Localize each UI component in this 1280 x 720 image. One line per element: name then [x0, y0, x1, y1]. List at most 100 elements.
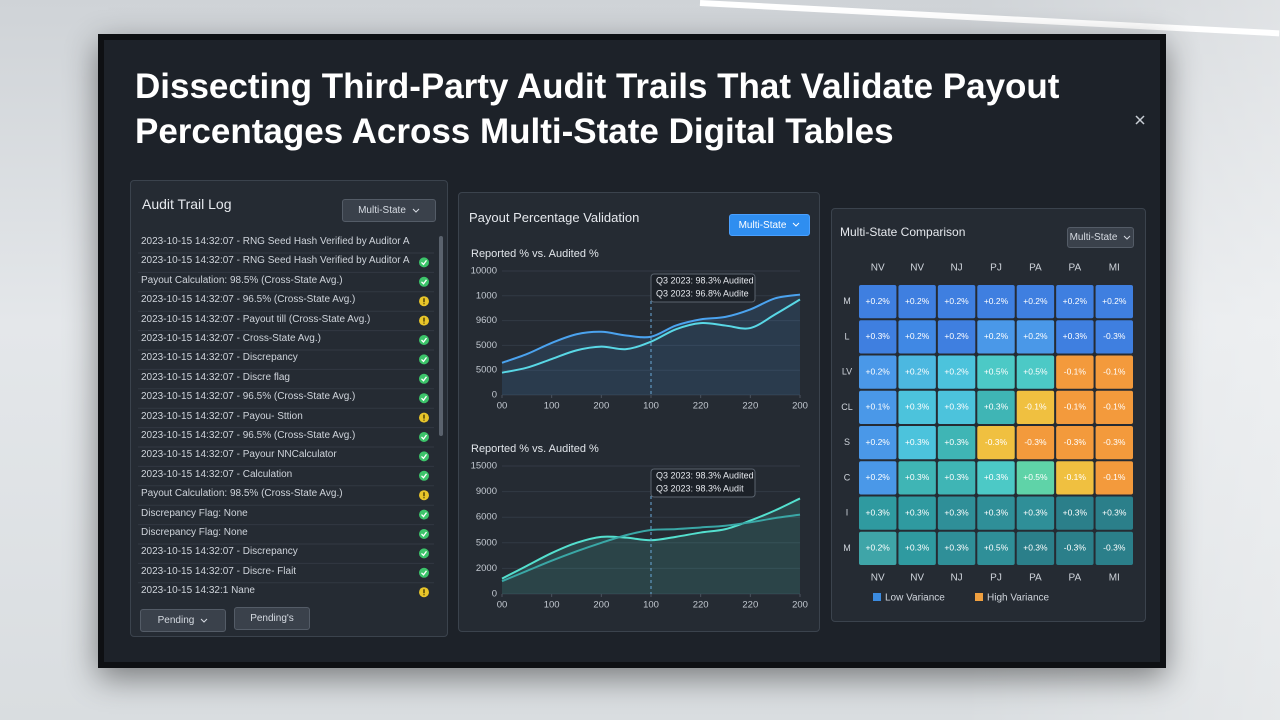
pending-button[interactable]: Pending: [140, 609, 226, 632]
heatmap-cell: [898, 390, 936, 424]
cell-label: +0.2%: [1063, 296, 1088, 306]
cell-label: +0.5%: [984, 366, 1009, 376]
heatmap-cell: [1095, 355, 1133, 389]
heatmap-cell: [1095, 285, 1133, 319]
x-tick-label: 200: [593, 600, 609, 611]
status-icon: [419, 470, 429, 481]
status-icon: [419, 373, 429, 384]
filter-button[interactable]: Multi-State: [1067, 227, 1134, 248]
log-entry: 2023-10-15 14:32:07 - Cross-State Avg.): [141, 333, 321, 344]
x-tick-label: 200: [593, 401, 609, 412]
heatmap-cell: [859, 426, 897, 460]
row-label: I: [846, 508, 849, 518]
log-entry: Discrepancy Flag: None: [141, 507, 248, 519]
y-tick-label: 10000: [471, 266, 497, 277]
cell-label: +0.3%: [866, 507, 891, 517]
log-entry: 2023-10-15 14:32:07 - Payout till (Cross…: [141, 313, 371, 325]
status-icon: [419, 276, 429, 287]
log-entry: Payout Calculation: 98.5% (Cross-State A…: [141, 488, 343, 500]
heatmap-cell: [898, 355, 936, 389]
status-icon: [419, 335, 429, 345]
x-tick-label: 200: [792, 401, 808, 412]
pending-button[interactable]: Pending's: [234, 607, 310, 630]
log-entry: 2023-10-15 14:32:07 - RNG Seed Hash Veri…: [141, 236, 410, 247]
heatmap-cell: [937, 355, 976, 389]
cell-label: +0.2%: [944, 296, 969, 306]
heatmap-cell: [1016, 390, 1055, 424]
tooltip-text: Q3 2023: 98.3% Audit: [656, 483, 744, 493]
column-label: PA: [1069, 263, 1082, 274]
status-glyph: [421, 551, 428, 557]
heatmap-cell: [1095, 461, 1133, 495]
row-label: CL: [841, 402, 853, 412]
heatmap-cell: [859, 531, 897, 565]
log-entry: 2023-10-15 14:32:07 - RNG Seed Hash Veri…: [141, 255, 410, 267]
payout-panel: [458, 192, 820, 632]
cell-label: -0.1%: [1103, 366, 1126, 376]
status-icon: [419, 393, 429, 404]
cell-label: +0.3%: [944, 507, 969, 517]
log-entry: 2023-10-15 14:32:07 - Discrepancy: [141, 352, 298, 364]
cell-label: +0.2%: [944, 366, 969, 376]
heatmap-cell: [937, 461, 976, 495]
cell-label: +0.3%: [1102, 507, 1127, 517]
cell-label: +0.2%: [866, 543, 891, 553]
heatmap-cell: [859, 496, 897, 530]
cell-label: +0.3%: [944, 402, 969, 412]
heatmap-cell: [898, 320, 936, 354]
filter-button[interactable]: Multi-State: [342, 199, 436, 222]
button-label: Multi-State: [738, 219, 787, 231]
row-label: L: [844, 331, 849, 341]
x-tick-label: 220: [742, 401, 758, 412]
x-tick-label: 100: [643, 600, 659, 611]
tooltip: [650, 468, 756, 498]
x-tick-label: 00: [497, 600, 508, 611]
x-tick-label: 00: [497, 401, 508, 412]
cell-label: -0.1%: [1064, 402, 1087, 412]
y-tick-label: 15000: [471, 461, 497, 472]
cell-label: +0.3%: [866, 331, 891, 341]
row-label: LV: [842, 367, 852, 377]
log-entry: 2023-10-15 14:32:07 - Discre- Flait: [141, 565, 297, 577]
button-label: Multi-State: [358, 205, 406, 216]
cell-label: +0.3%: [905, 543, 930, 553]
filter-button[interactable]: Multi-State: [729, 214, 810, 236]
cell-label: +0.3%: [944, 437, 969, 447]
heatmap-cell: [859, 320, 897, 354]
column-label: PJ: [990, 573, 1002, 584]
heatmap-cell: [898, 285, 936, 319]
status-glyph: [421, 376, 428, 382]
cell-label: +0.2%: [984, 331, 1009, 341]
cell-label: +0.2%: [866, 366, 891, 376]
heatmap-cell: [1016, 285, 1055, 319]
cell-label: +0.2%: [866, 472, 891, 482]
row-label: M: [843, 543, 851, 553]
status-icon: [419, 529, 429, 539]
heatmap-cell: [898, 461, 936, 495]
cell-label: +0.2%: [866, 296, 891, 306]
cell-label: +0.2%: [1023, 331, 1048, 341]
status-icon: [419, 354, 429, 365]
column-label: NJ: [950, 263, 962, 274]
close-icon[interactable]: [1133, 113, 1147, 127]
status-glyph: [421, 454, 428, 460]
button-label: Pending's: [250, 613, 294, 624]
cell-label: +0.3%: [1063, 507, 1088, 517]
legend-swatch: [975, 593, 983, 601]
status-icon: [419, 548, 429, 559]
log-entry: 2023-10-15 14:32:07 - Discrepancy: [141, 546, 298, 558]
heatmap-cell: [937, 426, 976, 460]
status-icon: [419, 567, 429, 578]
chart-title: Reported % vs. Audited %: [471, 248, 599, 260]
cell-label: -0.3%: [1103, 437, 1126, 447]
heatmap-cell: [1056, 320, 1094, 354]
x-tick-label: 220: [693, 600, 709, 611]
x-tick-label: 100: [643, 401, 659, 412]
y-tick-label: 9000: [476, 486, 497, 497]
cell-label: +0.3%: [984, 507, 1009, 517]
y-tick-label: 6000: [476, 512, 497, 523]
series-line: [501, 298, 801, 374]
cell-label: -0.1%: [1024, 402, 1047, 412]
status-icon: [419, 509, 429, 520]
cell-label: +0.2%: [905, 296, 930, 306]
